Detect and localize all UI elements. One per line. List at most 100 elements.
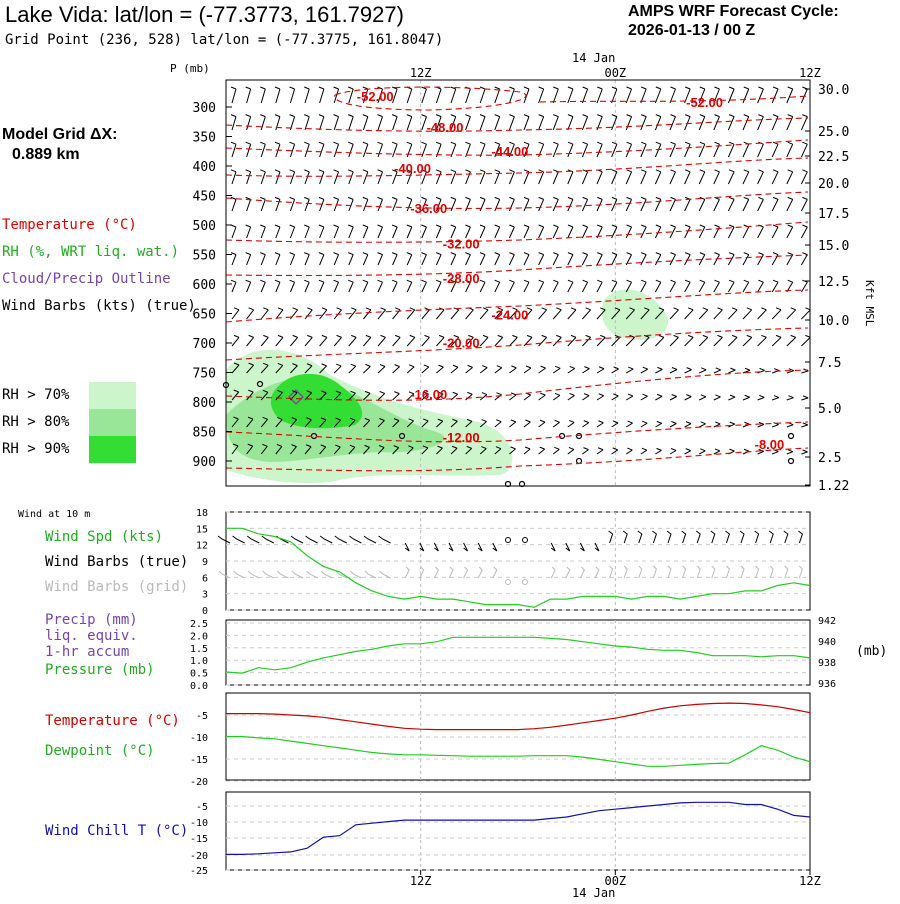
wind-barb — [246, 389, 254, 401]
wind-barb — [523, 252, 530, 266]
legend-wind: Wind Barbs (kts) (true) — [2, 298, 196, 314]
wind-barb — [611, 252, 618, 266]
wind-barb — [362, 252, 369, 266]
wind-barb — [757, 421, 765, 428]
wind-panel-tick-label: 9 — [202, 557, 208, 568]
pressure-tick-label: 938 — [818, 658, 836, 669]
wind10m-title: Wind at 10 m — [18, 509, 91, 520]
wind-barb — [523, 196, 530, 212]
wind-barb — [230, 252, 237, 266]
wind-barb — [801, 449, 808, 455]
wind-barb — [450, 196, 457, 212]
wind-barb-true — [739, 530, 745, 544]
wind-barb — [625, 366, 634, 374]
wind-barb — [728, 307, 738, 320]
wind-barb — [260, 307, 269, 320]
wind-barb — [772, 449, 779, 455]
wind-barb-true — [695, 530, 701, 544]
wind-barb — [596, 393, 604, 401]
wind-barb — [260, 224, 266, 239]
wind-barb — [727, 196, 735, 212]
isotherm-label: -44.00 — [491, 144, 528, 159]
dewpoint-legend: Dewpoint (°C) — [45, 743, 155, 759]
wind-barb — [377, 418, 385, 428]
wind-barb — [669, 224, 676, 239]
wind-barb — [640, 393, 648, 401]
precip-panel-tick-label: 2.5 — [190, 619, 208, 630]
model-grid-value: 0.889 km — [12, 146, 80, 163]
calm-marker — [575, 457, 583, 465]
wind-barb — [508, 169, 515, 185]
wind-barb — [655, 447, 662, 455]
wind-barb — [669, 394, 677, 401]
wind-barb — [377, 364, 386, 374]
wind-barb — [230, 114, 237, 131]
wind-barb — [450, 224, 457, 239]
wind-barb — [654, 279, 662, 293]
legend-temperature: Temperature (°C) — [2, 217, 137, 233]
wind-barb — [333, 363, 342, 374]
wind-barb — [800, 169, 808, 185]
wind-barb — [230, 279, 237, 293]
precip-panel-tick-label: 1.0 — [190, 656, 208, 667]
wind-barb-true — [246, 535, 260, 544]
cs-frame — [225, 79, 811, 487]
wind-barb — [669, 86, 676, 104]
wind-barb — [727, 86, 735, 104]
wind-barb-grid — [740, 565, 745, 579]
wind-barb — [231, 443, 239, 455]
wind-barb — [406, 445, 414, 455]
height-tick-label: 7.5 — [818, 356, 841, 371]
wind-barb — [538, 224, 545, 239]
wind-barb — [494, 252, 501, 266]
wind-barb — [596, 366, 605, 374]
wind-barb — [800, 224, 808, 239]
wind-barb — [348, 86, 354, 104]
wind-barb — [698, 279, 706, 293]
wind-barb — [494, 169, 501, 185]
calm-marker — [398, 432, 406, 440]
wind-barb — [260, 362, 269, 374]
wind-barb — [742, 196, 750, 212]
wind-barb — [479, 334, 489, 347]
wind-barb — [509, 419, 517, 428]
grid-point-label: Grid Point (236, 528) lat/lon = (-77.377… — [5, 32, 444, 48]
pressure-tick-label: 400 — [193, 160, 216, 175]
wind-barb-true — [710, 530, 716, 544]
wind-barb — [655, 366, 663, 374]
wind-barb — [304, 279, 310, 293]
wind-barb-true — [363, 535, 377, 544]
wind-barb — [771, 86, 779, 104]
wind-barb — [333, 114, 340, 131]
wind-barb-true — [378, 535, 391, 544]
wind-barb — [333, 252, 340, 266]
wind-barb — [771, 114, 779, 131]
wind-barb — [625, 86, 633, 104]
wind-barb — [348, 252, 354, 266]
wind-barb — [391, 141, 398, 158]
time-label-top: 00Z — [604, 66, 626, 80]
wind-barb — [362, 114, 369, 131]
wind-barb — [552, 446, 560, 455]
precip-panel-frame — [225, 619, 811, 686]
wind-barb — [465, 114, 471, 131]
wind-barb — [392, 364, 400, 374]
wind-barb — [494, 279, 501, 293]
wind-barb — [728, 334, 738, 347]
pressure-tick-label: 936 — [818, 679, 836, 690]
wind-barb — [304, 444, 312, 455]
wind-barb — [669, 196, 676, 212]
wind-barb — [771, 141, 779, 158]
wind-barb — [275, 389, 283, 401]
wind-barb — [333, 444, 341, 455]
wind-barb — [786, 169, 794, 185]
wind-barb — [274, 279, 281, 293]
wind-barb — [304, 334, 313, 347]
windchill-legend: Wind Chill T (°C) — [45, 823, 189, 839]
wind-barb — [581, 224, 589, 239]
wind-barb — [538, 196, 545, 212]
wind-barb — [581, 252, 589, 266]
isotherm-label: -16.00 — [410, 387, 447, 402]
wind-barb — [523, 141, 530, 158]
wind-barb — [363, 390, 371, 401]
